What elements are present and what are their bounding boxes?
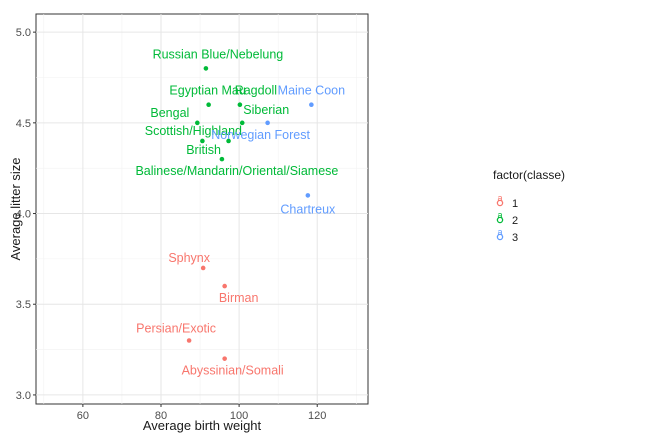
data-point [219,156,225,162]
data-point [237,102,243,107]
point-label: Egyptian Mau [169,84,245,98]
data-point [305,193,311,198]
point-label: Russian Blue/Nebelung [153,47,284,61]
data-point [186,338,192,343]
point-label: Scottish/Highland [145,124,242,138]
y-axis-title: Average litter size [8,157,23,260]
x-tick-label: 60 [77,410,89,422]
point-label: Bengal [150,106,189,120]
point-label: Norwegian Forest [211,128,310,142]
legend-title: factor(classe) [493,168,565,182]
plot-panel [35,13,369,405]
legend-label: 1 [512,198,518,210]
x-tick-label: 80 [155,410,167,422]
legend-key-glyph: a [497,227,502,237]
point-label: Sphynx [168,251,210,265]
data-point [206,102,211,107]
grid-major [36,14,368,404]
point-label: Maine Coon [278,84,345,98]
legend-key [496,199,504,207]
point-label: British [186,143,221,157]
y-tick-label: 4.0 [16,209,31,221]
y-tick-label: 3.0 [16,390,31,402]
legend-label: 3 [512,232,518,244]
data-point [222,283,227,289]
point-label: Persian/Exotic [136,322,216,336]
point-label: Balinese/Mandarin/Oriental/Siamese [135,164,338,178]
legend-key [496,233,504,241]
legend-key-glyph: a [497,210,502,220]
data-point [309,102,314,107]
point-labels: Russian Blue/Nebelung Egyptian MauRagdoll… [135,47,345,377]
y-tick-label: 4.5 [16,118,31,130]
point-label: Ragdoll [235,84,277,98]
grid-minor [36,14,368,404]
data-point [200,265,206,271]
x-tick-label: 100 [230,410,248,422]
y-tick-label: 3.5 [16,299,31,311]
x-tick-label: 120 [308,410,326,422]
data-point [239,120,245,126]
data-point [203,66,209,71]
y-tick-label: 5.0 [16,27,31,39]
legend-key [496,216,504,224]
data-point [200,138,205,144]
data-point [226,138,231,144]
x-axis-ticks: 60 80 100 120 [77,404,326,422]
data-point [222,356,227,361]
x-axis-title: Average birth weight [143,418,262,433]
data-points [186,66,314,361]
point-label: Chartreux [280,202,336,216]
legend: factor(classe) a 1a 2a 3 [493,168,565,244]
data-point [265,120,270,126]
point-label: Birman [219,291,259,305]
point-label: Abyssinian/Somali [182,364,284,378]
data-point [195,120,200,126]
legend-label: 2 [512,215,518,227]
point-label: Siberian [243,103,289,117]
y-axis-ticks: 3.0 3.5 4.0 4.5 5.0 [16,27,36,402]
legend-key-glyph: a [497,193,502,203]
